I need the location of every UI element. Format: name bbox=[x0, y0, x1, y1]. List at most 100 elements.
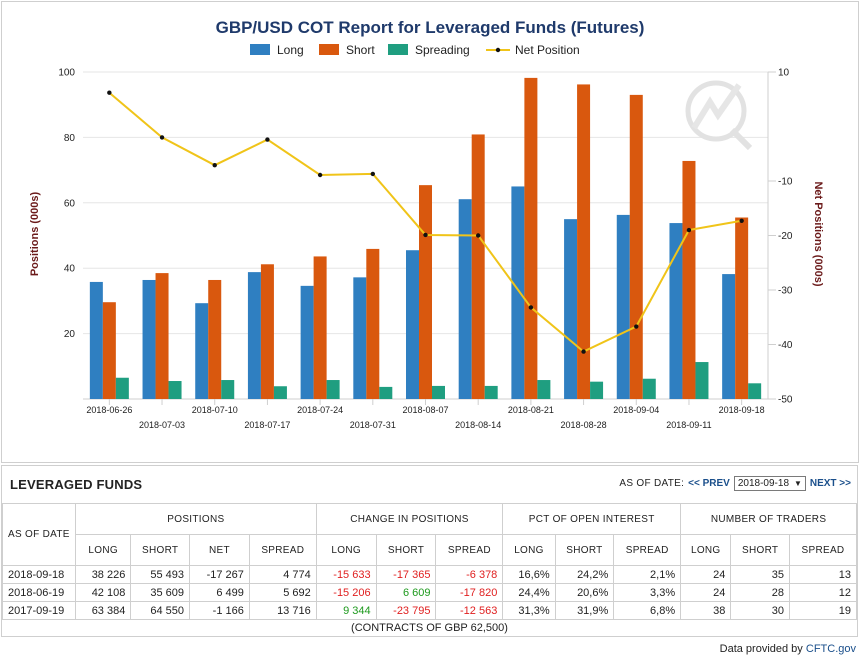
y2-axis-title: Net Positions (000s) bbox=[812, 181, 824, 286]
x-tick-label: 2018-08-07 bbox=[402, 405, 448, 415]
bar-long-2018-07-17 bbox=[247, 272, 261, 399]
cell-traders: 19 bbox=[789, 601, 857, 620]
col-pct-short: SHORT bbox=[554, 534, 615, 566]
cell-position: -17 267 bbox=[189, 565, 250, 584]
date-select-value: 2018-09-18 bbox=[737, 478, 790, 489]
y-axis-title: Positions (000s) bbox=[29, 191, 41, 276]
group-change: CHANGE IN POSITIONS bbox=[315, 503, 504, 535]
bar-short-2018-09-18 bbox=[735, 217, 749, 399]
cell-change: -17 820 bbox=[435, 583, 504, 602]
bar-spreading-2018-06-26 bbox=[115, 377, 129, 399]
col-pct-spread: SPREAD bbox=[613, 534, 682, 566]
x-tick-label: 2018-07-24 bbox=[297, 405, 343, 415]
prev-link[interactable]: << PREV bbox=[688, 478, 730, 489]
bar-spreading-2018-07-31 bbox=[379, 386, 393, 399]
table-body: 2018-09-18 38 226 55 493 -17 267 4 774 -15 63… bbox=[2, 565, 857, 637]
cell-traders: 28 bbox=[730, 583, 791, 602]
col-change-short: SHORT bbox=[375, 534, 437, 566]
y-tick-label: 40 bbox=[64, 264, 76, 275]
data-credit: Data provided by CFTC.gov bbox=[720, 643, 856, 655]
cell-pct: 24,4% bbox=[502, 583, 556, 602]
legend-label-long[interactable]: Long bbox=[277, 43, 304, 57]
x-tick-label: 2018-07-31 bbox=[350, 420, 396, 430]
col-positions-long: LONG bbox=[74, 534, 132, 566]
bar-long-2018-09-04 bbox=[616, 214, 630, 399]
chart-legend: Long Short Spreading Net Position bbox=[250, 43, 580, 57]
bar-short-2018-09-11 bbox=[682, 160, 696, 399]
legend-label-short[interactable]: Short bbox=[346, 43, 375, 57]
cell-change: -15 206 bbox=[315, 583, 377, 602]
bar-long-2018-06-26 bbox=[89, 281, 103, 399]
table-header: LEVERAGED FUNDS AS OF DATE: << PREV 2018… bbox=[2, 466, 857, 502]
y-tick-label: 20 bbox=[64, 329, 76, 340]
x-tick-label: 2018-08-28 bbox=[561, 420, 607, 430]
cell-pct: 6,8% bbox=[613, 601, 682, 620]
sub-header-row: LONG SHORT NET SPREAD LONG SHORT SPREAD LONG SHO… bbox=[3, 534, 857, 566]
x-tick-label: 2018-08-14 bbox=[455, 420, 501, 430]
cell-pct: 31,9% bbox=[554, 601, 615, 620]
cell-change: -17 365 bbox=[375, 565, 437, 584]
bar-long-2018-07-03 bbox=[142, 279, 156, 399]
bar-spreading-2018-07-24 bbox=[326, 380, 340, 399]
bar-long-2018-08-14 bbox=[458, 199, 472, 399]
y2-tick-label: 10 bbox=[778, 68, 790, 79]
cell-change: -12 563 bbox=[435, 601, 504, 620]
net-point-2018-09-04 bbox=[634, 324, 639, 329]
net-point-2018-09-11 bbox=[686, 227, 692, 233]
bar-short-2018-08-28 bbox=[577, 84, 591, 400]
cell-pct: 20,6% bbox=[554, 583, 615, 602]
legend-line-marker bbox=[495, 47, 501, 53]
legend-label-net-position[interactable]: Net Position bbox=[515, 43, 580, 57]
cell-pct: 2,1% bbox=[613, 565, 682, 584]
cell-position: -1 166 bbox=[189, 601, 250, 620]
next-link[interactable]: NEXT >> bbox=[809, 478, 851, 489]
net-point-2018-07-10 bbox=[212, 162, 217, 168]
date-navigation: AS OF DATE: << PREV 2018-09-18 ▼ NEXT >> bbox=[619, 476, 851, 491]
bar-short-2018-07-31 bbox=[366, 248, 380, 399]
net-point-2018-08-14 bbox=[475, 233, 481, 238]
chart-axes: 20 40 60 80 100 10 -10 -20 -30 -40 -50 2018-06-26 20… bbox=[58, 68, 793, 431]
cell-change: -6 378 bbox=[435, 565, 504, 584]
x-tick-label: 2018-09-18 bbox=[719, 405, 765, 415]
bar-short-2018-09-04 bbox=[629, 94, 643, 399]
group-positions: POSITIONS bbox=[75, 503, 317, 535]
col-as-of-date: AS OF DATE bbox=[2, 503, 76, 566]
cell-traders: 24 bbox=[680, 565, 732, 584]
cell-position: 6 499 bbox=[189, 583, 250, 602]
leveraged-funds-panel: LEVERAGED FUNDS AS OF DATE: << PREV 2018… bbox=[1, 465, 858, 637]
cftc-link[interactable]: CFTC.gov bbox=[805, 643, 856, 655]
chevron-down-icon: ▼ bbox=[793, 479, 802, 488]
cell-pct: 16,6% bbox=[502, 565, 556, 584]
date-select[interactable]: 2018-09-18 ▼ bbox=[733, 476, 806, 491]
cell-position: 55 493 bbox=[130, 565, 190, 584]
y-tick-label: 60 bbox=[64, 198, 76, 209]
bar-spreading-2018-07-17 bbox=[273, 386, 287, 399]
net-position-line bbox=[107, 90, 744, 354]
table-footnote: (CONTRACTS OF GBP 62,500) bbox=[351, 622, 508, 634]
bar-short-2018-08-07 bbox=[419, 185, 432, 399]
cell-position: 38 226 bbox=[74, 565, 132, 584]
x-tick-label: 2018-09-04 bbox=[613, 405, 659, 415]
col-positions-short: SHORT bbox=[130, 534, 190, 566]
bar-short-2018-08-14 bbox=[471, 134, 485, 399]
bar-long-2018-09-18 bbox=[722, 274, 736, 399]
bar-spreading-2018-07-10 bbox=[221, 380, 235, 399]
cell-position: 35 609 bbox=[130, 583, 190, 602]
cell-date: 2018-09-18 bbox=[2, 565, 76, 584]
chart-title: GBP/USD COT Report for Leveraged Funds (… bbox=[216, 18, 645, 37]
x-tick-label: 2018-07-10 bbox=[192, 405, 238, 415]
bar-long-2018-07-31 bbox=[353, 277, 367, 399]
watermark-logo bbox=[685, 80, 753, 151]
bar-long-2018-08-07 bbox=[406, 250, 419, 399]
legend-label-spreading[interactable]: Spreading bbox=[415, 43, 470, 57]
col-positions-spread: SPREAD bbox=[248, 534, 317, 566]
cell-change: -23 795 bbox=[375, 601, 437, 620]
cell-change: 9 344 bbox=[315, 601, 377, 620]
as-of-date-label: AS OF DATE: bbox=[619, 478, 685, 489]
table-footnote-row: (CONTRACTS OF GBP 62,500) bbox=[3, 620, 857, 637]
cell-position: 4 774 bbox=[248, 565, 317, 584]
cot-chart: GBP/USD COT Report for Leveraged Funds (… bbox=[29, 18, 824, 431]
cell-change: 6 609 bbox=[375, 583, 437, 602]
net-point-2018-07-17 bbox=[265, 137, 270, 142]
group-number-of-traders: NUMBER OF TRADERS bbox=[680, 503, 857, 535]
